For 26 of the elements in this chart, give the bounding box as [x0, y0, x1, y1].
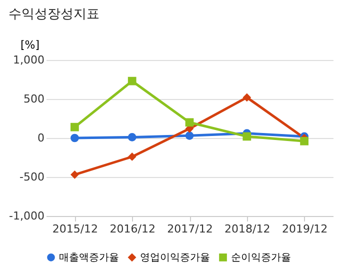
point [185, 131, 194, 140]
x-tick-label: 2018/12 [224, 222, 270, 236]
point [185, 118, 194, 127]
legend-label: 순이익증가율 [231, 252, 291, 264]
point [70, 134, 79, 142]
y-axis-title: [%] [20, 38, 40, 52]
x-tick-label: 2016/12 [110, 222, 156, 236]
x-tick-label: 2017/12 [167, 222, 213, 236]
y-tick-label: 0 [38, 132, 44, 144]
y-tick-label: -500 [20, 170, 44, 184]
point [70, 170, 79, 179]
point [128, 133, 136, 142]
y-tick-label: -1,000 [9, 210, 44, 222]
chart-title: 수익성장성지표 [8, 7, 100, 22]
point [242, 132, 252, 141]
legend-label: 매출액증가율 [59, 252, 119, 264]
point [242, 93, 252, 102]
point [300, 136, 308, 146]
point [70, 122, 79, 132]
legend-label: 영업이익증가율 [140, 252, 210, 264]
y-tick-label: 500 [24, 92, 44, 106]
point [128, 152, 136, 161]
point [128, 76, 136, 86]
x-tick-label: 2015/12 [52, 222, 98, 236]
y-tick-label: 1,000 [13, 54, 44, 66]
x-tick-label: 2019/12 [282, 222, 328, 236]
